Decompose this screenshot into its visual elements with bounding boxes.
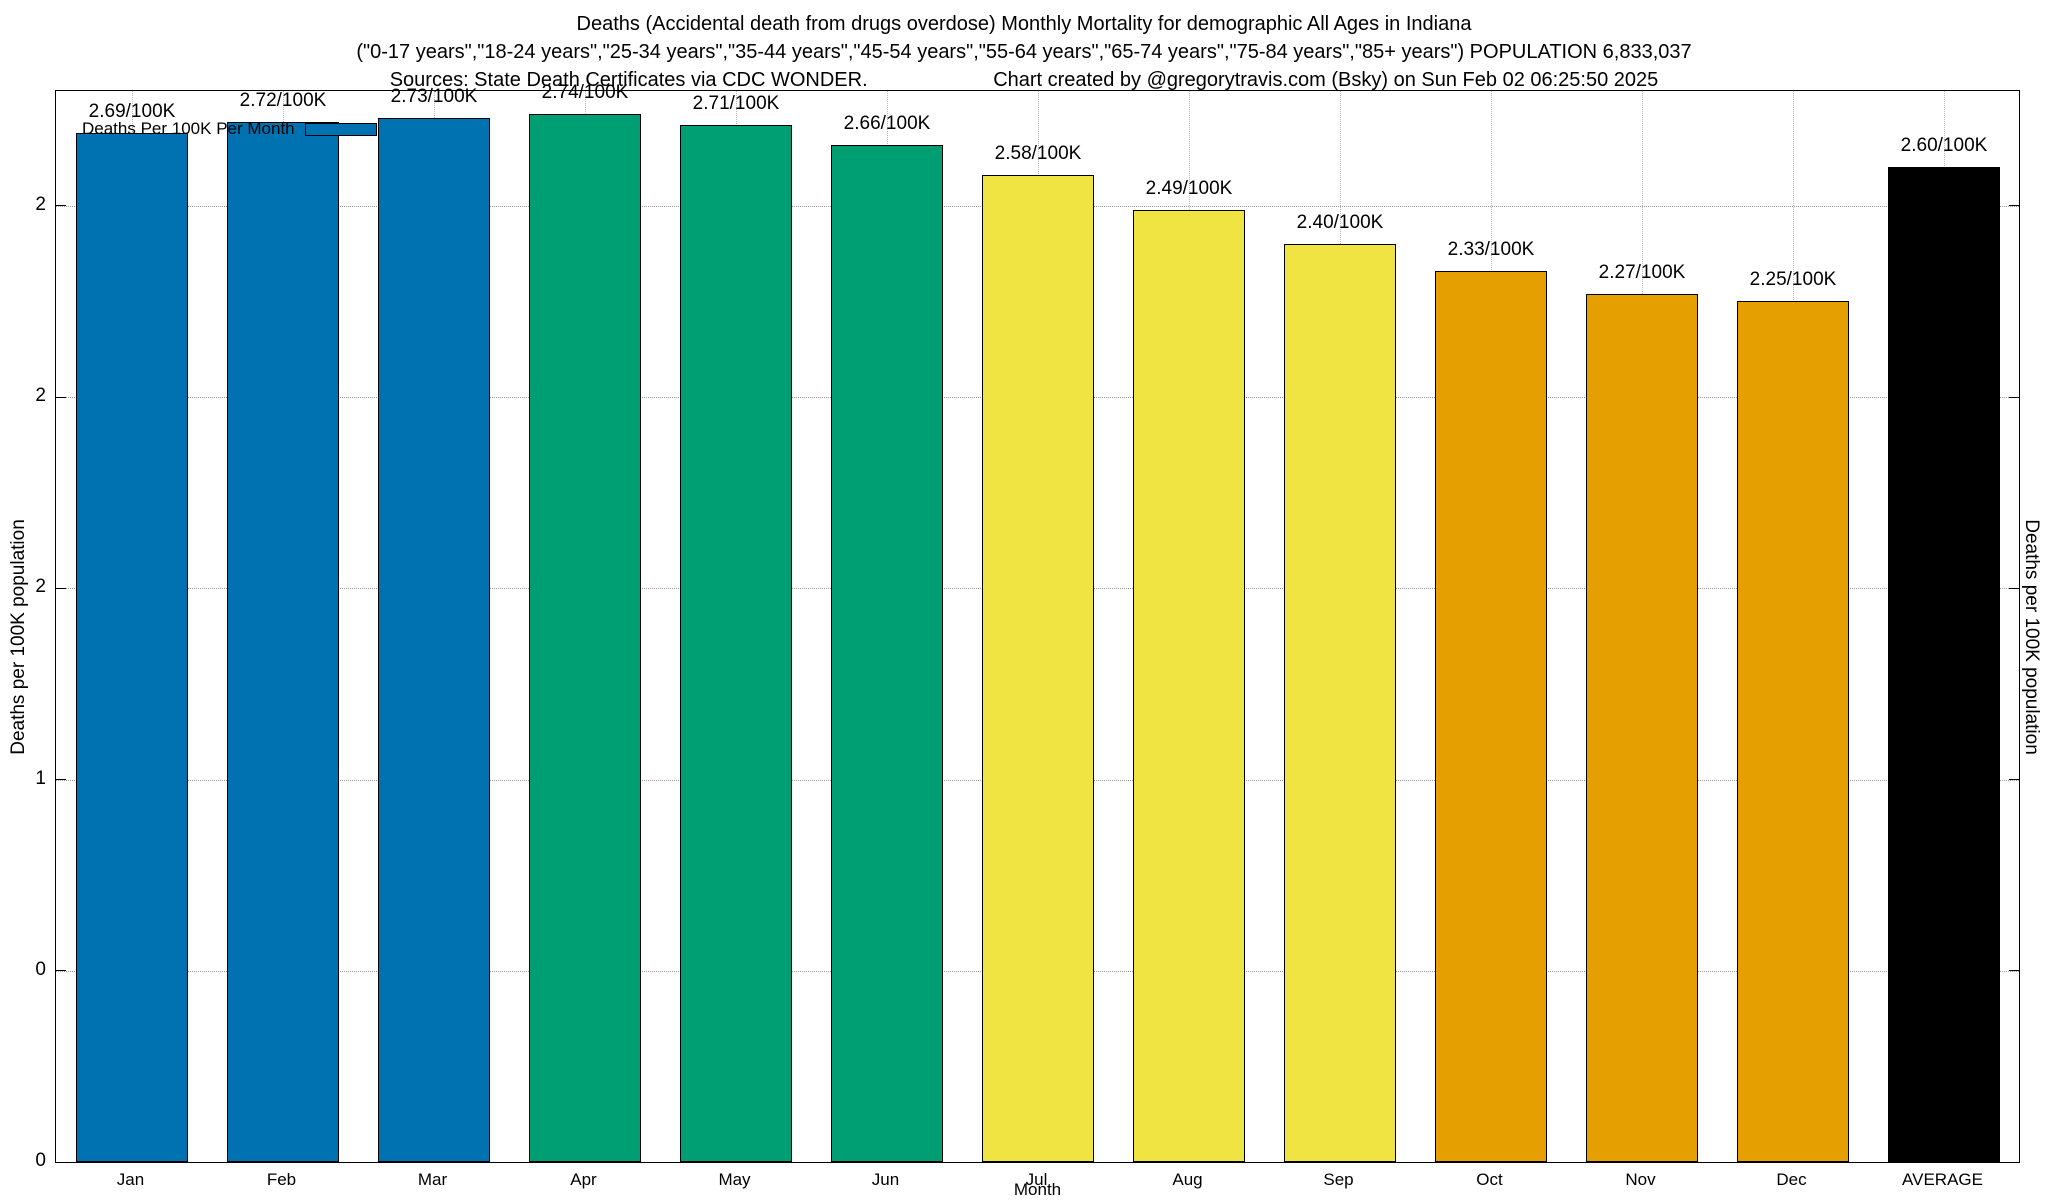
x-tick-label-mar: Mar: [417, 1170, 448, 1189]
bar-value-label: 2.27/100K: [1598, 262, 1686, 283]
bar-value-label: 2.71/100K: [692, 93, 780, 114]
y-tick-label: 2: [35, 385, 46, 406]
bar-may: [680, 125, 792, 1162]
bar-value-label: 2.72/100K: [239, 90, 327, 111]
y-tick-right: [2009, 779, 2019, 780]
chart-credit: Chart created by @gregorytravis.com (Bsk…: [993, 69, 1659, 91]
bar-nov: [1586, 294, 1698, 1162]
bar-mar: [378, 118, 490, 1162]
y-tick-left: [56, 205, 66, 207]
bar-value-label: 2.60/100K: [1900, 135, 1988, 156]
chart-subtitle-sources-row: Sources: State Death Certificates via CD…: [0, 66, 2048, 94]
y-tick-left: [56, 1161, 66, 1163]
legend-swatch: [304, 122, 377, 136]
y-tick-right: [2009, 587, 2019, 589]
plot-area: Deaths Per 100K Per Month 2.69/100K 2.72/…: [55, 82, 2020, 1163]
x-tick-label-jul: Jul: [1025, 1170, 1048, 1189]
x-tick-label-nov: Nov: [1625, 1170, 1656, 1189]
bar-value-label: 2.40/100K: [1296, 212, 1384, 233]
bar-value-label: 2.73/100K: [390, 86, 478, 107]
y-tick-label: 2: [35, 576, 46, 598]
chart-titles: Deaths (Accidental death from drugs over…: [0, 10, 2048, 94]
x-axis-label: Month: [1013, 1180, 1062, 1199]
bar-jul: [982, 175, 1094, 1162]
y-tick-right: [2009, 205, 2019, 207]
y-tick-label: 0: [35, 1150, 46, 1171]
y-axis-label-left: Deaths per 100K population: [8, 519, 29, 755]
bar-value-label: 2.74/100K: [541, 82, 629, 103]
y-axis-label-right: Deaths per 100K population: [2021, 519, 2042, 755]
y-tick-left: [56, 970, 66, 972]
y-tick-right: [2009, 396, 2019, 398]
x-tick-label-feb: Feb: [266, 1170, 297, 1189]
y-tick-label: 1: [35, 767, 46, 789]
x-tick-label-average: AVERAGE: [1902, 1170, 1983, 1189]
bar-value-label: 2.69/100K: [88, 101, 176, 122]
bar-average: [1888, 167, 2000, 1162]
bar-value-label: 2.66/100K: [843, 113, 931, 134]
bar-jun: [831, 145, 943, 1162]
x-tick-label-jun: Jun: [871, 1170, 900, 1189]
y-tick-label: 0: [35, 958, 46, 980]
x-tick-label-dec: Dec: [1776, 1170, 1807, 1189]
bar-oct: [1435, 271, 1547, 1162]
y-tick-right: [2009, 1161, 2019, 1163]
bar-value-label: 2.49/100K: [1145, 178, 1233, 199]
bar-sep: [1284, 244, 1396, 1162]
y-tick-left: [56, 396, 66, 398]
legend-label: Deaths Per 100K Per Month: [82, 119, 295, 138]
chart-sources: Sources: State Death Certificates via CD…: [389, 69, 868, 91]
x-tick-label-jan: Jan: [116, 1170, 145, 1189]
bar-aug: [1133, 210, 1245, 1162]
bar-value-label: 2.25/100K: [1749, 269, 1837, 290]
bar-dec: [1737, 301, 1849, 1162]
bar-jan: [76, 133, 188, 1162]
bar-value-label: 2.58/100K: [994, 143, 1082, 164]
chart-subtitle-demographics: ("0-17 years","18-24 years","25-34 years…: [356, 41, 1692, 63]
bar-feb: [227, 122, 339, 1162]
y-tick-left: [56, 587, 66, 589]
x-tick-label-may: May: [718, 1170, 751, 1189]
x-tick-label-aug: Aug: [1172, 1170, 1203, 1189]
y-tick-right: [2009, 970, 2019, 972]
x-tick-label-sep: Sep: [1323, 1170, 1354, 1189]
x-tick-label-apr: Apr: [570, 1170, 597, 1189]
y-tick-left: [56, 779, 66, 780]
y-tick-label: 2: [35, 193, 46, 215]
x-tick-label-oct: Oct: [1476, 1170, 1503, 1189]
bar-apr: [529, 114, 641, 1162]
chart-title: Deaths (Accidental death from drugs over…: [576, 13, 1472, 35]
legend: Deaths Per 100K Per Month: [82, 119, 377, 139]
bar-value-label: 2.33/100K: [1447, 239, 1535, 260]
